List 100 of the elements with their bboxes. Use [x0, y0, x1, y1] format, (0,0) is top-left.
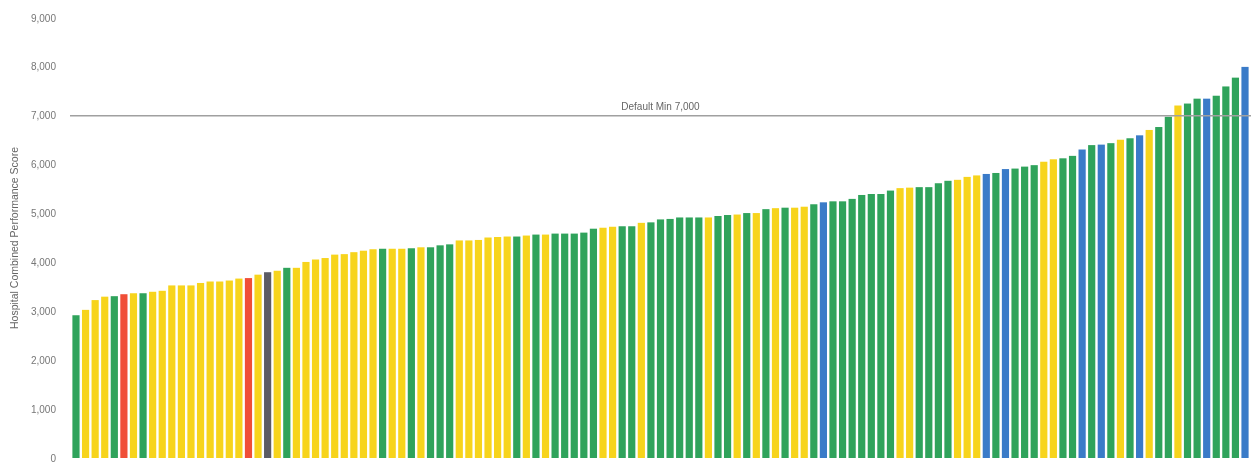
bar [532, 234, 540, 458]
bar [1126, 138, 1134, 458]
bar [350, 252, 358, 458]
bar [235, 278, 243, 458]
bar [1116, 139, 1125, 458]
bar [1021, 166, 1029, 458]
bar [685, 217, 693, 458]
bar [388, 248, 396, 458]
bar [426, 247, 435, 458]
bar [292, 267, 300, 458]
bar [187, 285, 195, 458]
bar [992, 172, 1000, 458]
bar [513, 236, 521, 458]
y-tick-label: 7,000 [30, 110, 57, 122]
bar [771, 208, 780, 458]
bar [168, 285, 176, 458]
bar [417, 247, 425, 458]
bar [733, 214, 741, 458]
bar [273, 270, 281, 458]
bar [963, 176, 971, 458]
bar [474, 239, 483, 458]
bar [848, 198, 856, 458]
bar [446, 244, 454, 458]
bar [484, 237, 492, 458]
bar [1222, 86, 1230, 458]
bar [925, 187, 933, 458]
bar [561, 233, 569, 458]
bar [1174, 105, 1182, 458]
bar [791, 207, 799, 458]
bar [1059, 158, 1067, 458]
bar [810, 204, 818, 458]
bar [398, 248, 406, 458]
bar [340, 254, 348, 458]
bar [1040, 161, 1048, 458]
bar [1155, 127, 1163, 458]
bar [877, 194, 885, 458]
bar [379, 248, 387, 458]
bar [1001, 169, 1010, 458]
bar [886, 190, 895, 458]
bar [407, 248, 415, 458]
y-tick-label: 5,000 [30, 208, 57, 220]
bar [494, 237, 502, 458]
bar [254, 274, 262, 458]
bar [723, 215, 732, 458]
bar [1203, 98, 1211, 458]
bar [1011, 168, 1019, 458]
bar [216, 281, 224, 458]
bar [934, 183, 942, 458]
bar [599, 227, 607, 458]
bar [177, 285, 185, 458]
ref-line-label: Default Min 7,000 [621, 100, 701, 112]
bar [1183, 103, 1192, 458]
y-tick-label: 0 [50, 452, 57, 464]
bar [1030, 165, 1038, 458]
bar [139, 293, 147, 458]
bar [589, 228, 598, 458]
y-tick-label: 2,000 [30, 354, 57, 366]
bar [110, 296, 118, 458]
y-axis-title: Hospital Combined Performance Score [8, 146, 20, 330]
bar [149, 291, 157, 458]
bar [800, 206, 808, 458]
bar [1164, 116, 1172, 458]
bar [647, 222, 655, 458]
bar [1241, 66, 1249, 458]
y-tick-label: 3,000 [30, 305, 57, 317]
bar [503, 236, 511, 458]
bar [551, 233, 559, 458]
bar [158, 290, 166, 458]
bar [618, 226, 626, 458]
bar [244, 278, 253, 458]
bar [858, 194, 866, 458]
bar [867, 194, 875, 458]
bar [762, 209, 770, 458]
bar [129, 293, 138, 458]
bar [1193, 98, 1201, 458]
bar [1107, 143, 1115, 458]
bar [81, 309, 90, 458]
bar [944, 180, 952, 458]
bar [465, 240, 473, 458]
bar [206, 281, 214, 458]
bar [1068, 155, 1077, 458]
bar [1049, 159, 1057, 458]
bar [915, 187, 923, 458]
bar [838, 201, 847, 458]
bar [570, 233, 578, 458]
bar [264, 272, 272, 458]
bar [752, 213, 760, 458]
bar [953, 179, 962, 458]
bar [580, 232, 588, 458]
bar [656, 219, 665, 458]
bar [637, 222, 645, 458]
bar [819, 202, 827, 458]
bar [120, 294, 128, 458]
bar [522, 235, 530, 458]
bar [666, 218, 674, 458]
bar [541, 234, 550, 458]
bar [1212, 95, 1220, 458]
bar [1097, 144, 1105, 458]
bar [1231, 77, 1240, 458]
bar [676, 217, 684, 458]
